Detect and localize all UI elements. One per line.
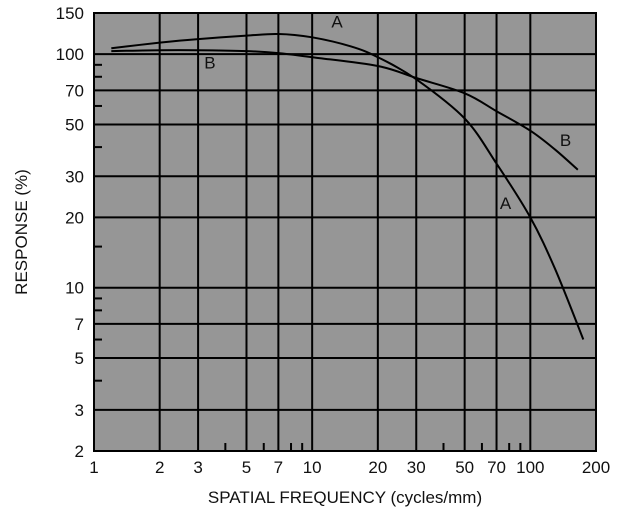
y-tick-label: 3	[75, 401, 84, 420]
y-tick-labels: 2 3 5 7 10 20 30 50 70 100 150	[56, 4, 84, 461]
x-tick-label: 100	[516, 458, 544, 477]
series-label-a: A	[331, 12, 343, 31]
y-tick-label: 7	[75, 315, 84, 334]
y-tick-label: 10	[65, 279, 84, 298]
y-tick-label: 70	[65, 81, 84, 100]
x-tick-label: 7	[274, 458, 283, 477]
y-axis-title: RESPONSE (%)	[12, 169, 31, 295]
series-label-a: A	[500, 194, 512, 213]
x-tick-label: 20	[368, 458, 387, 477]
y-tick-label: 50	[65, 115, 84, 134]
x-tick-label: 2	[155, 458, 164, 477]
y-tick-label: 30	[65, 167, 84, 186]
series-label-b: B	[204, 54, 215, 73]
x-tick-label: 200	[582, 458, 610, 477]
x-tick-label: 50	[455, 458, 474, 477]
x-tick-label: 5	[242, 458, 251, 477]
y-tick-label: 5	[75, 349, 84, 368]
x-axis-title: SPATIAL FREQUENCY (cycles/mm)	[208, 488, 482, 507]
x-tick-label: 30	[407, 458, 426, 477]
x-tick-label: 3	[193, 458, 202, 477]
series-label-b: B	[560, 131, 571, 150]
y-tick-label: 100	[56, 45, 84, 64]
x-tick-label: 1	[89, 458, 98, 477]
plot-background	[94, 13, 596, 451]
y-tick-label: 2	[75, 442, 84, 461]
x-tick-label: 70	[487, 458, 506, 477]
y-tick-label: 150	[56, 4, 84, 23]
y-tick-label: 20	[65, 208, 84, 227]
x-tick-labels: 1 2 3 5 7 10 20 30 50 70 100 200	[89, 458, 610, 477]
x-tick-label: 10	[303, 458, 322, 477]
